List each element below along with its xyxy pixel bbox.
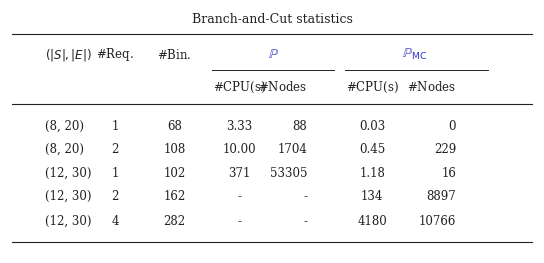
Text: 4180: 4180 xyxy=(357,215,387,228)
Text: (8, 20): (8, 20) xyxy=(45,143,84,156)
Text: 53305: 53305 xyxy=(270,167,307,180)
Text: 282: 282 xyxy=(164,215,186,228)
Text: (12, 30): (12, 30) xyxy=(45,167,91,180)
Text: 2: 2 xyxy=(112,143,119,156)
Text: $\#$Req.: $\#$Req. xyxy=(96,46,134,63)
Text: 134: 134 xyxy=(361,190,384,203)
Text: 0: 0 xyxy=(448,120,456,133)
Text: -: - xyxy=(238,215,242,228)
Text: 88: 88 xyxy=(293,120,307,133)
Text: -: - xyxy=(303,215,307,228)
Text: 229: 229 xyxy=(434,143,456,156)
Text: $\#$CPU(s): $\#$CPU(s) xyxy=(345,80,399,95)
Text: $\mathbb{P}_{\mathrm{MC}}$: $\mathbb{P}_{\mathrm{MC}}$ xyxy=(401,47,426,62)
Text: 1704: 1704 xyxy=(277,143,307,156)
Text: 3.33: 3.33 xyxy=(226,120,252,133)
Text: 0.45: 0.45 xyxy=(359,143,385,156)
Text: 10.00: 10.00 xyxy=(222,143,256,156)
Text: (12, 30): (12, 30) xyxy=(45,190,91,203)
Text: 2: 2 xyxy=(112,190,119,203)
Text: $\#$Nodes: $\#$Nodes xyxy=(407,80,456,94)
Text: 1.18: 1.18 xyxy=(359,167,385,180)
Text: (12, 30): (12, 30) xyxy=(45,215,91,228)
Text: Branch-and-Cut statistics: Branch-and-Cut statistics xyxy=(191,13,353,26)
Text: $\mathbb{P}$: $\mathbb{P}$ xyxy=(268,48,279,61)
Text: 4: 4 xyxy=(112,215,119,228)
Text: -: - xyxy=(238,190,242,203)
Text: 8897: 8897 xyxy=(426,190,456,203)
Text: 371: 371 xyxy=(228,167,251,180)
Text: -: - xyxy=(303,190,307,203)
Text: 16: 16 xyxy=(441,167,456,180)
Text: 10766: 10766 xyxy=(419,215,456,228)
Text: $\#$CPU(s): $\#$CPU(s) xyxy=(213,80,266,95)
Text: 162: 162 xyxy=(163,190,186,203)
Text: $\#$Bin.: $\#$Bin. xyxy=(157,48,192,62)
Text: 68: 68 xyxy=(167,120,182,133)
Text: 1: 1 xyxy=(112,167,119,180)
Text: $(|S|,|E|)$: $(|S|,|E|)$ xyxy=(45,47,91,63)
Text: 0.03: 0.03 xyxy=(359,120,385,133)
Text: 108: 108 xyxy=(163,143,186,156)
Text: 1: 1 xyxy=(112,120,119,133)
Text: 102: 102 xyxy=(163,167,186,180)
Text: $\#$Nodes: $\#$Nodes xyxy=(258,80,307,94)
Text: (8, 20): (8, 20) xyxy=(45,120,84,133)
